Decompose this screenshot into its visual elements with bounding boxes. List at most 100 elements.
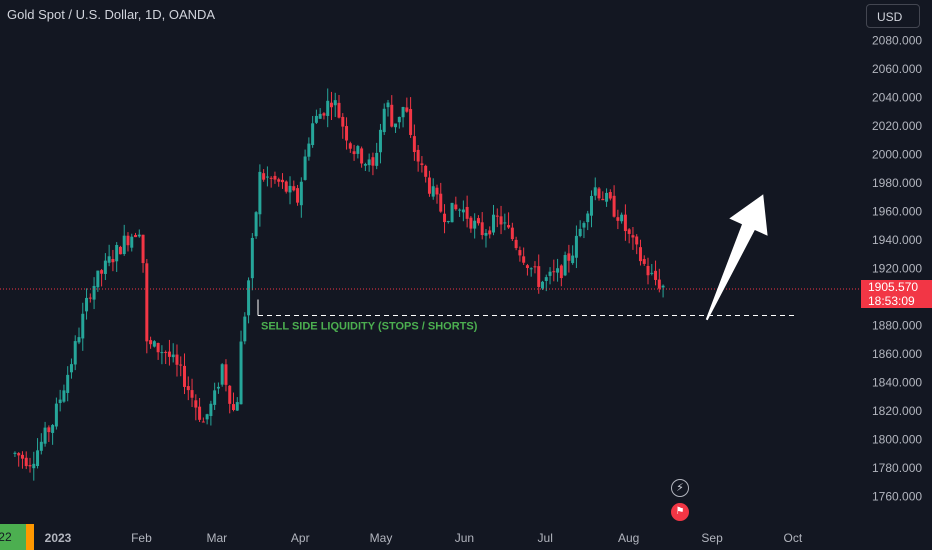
candle-body — [171, 354, 175, 358]
candle-body — [239, 341, 243, 405]
candle-body — [363, 164, 367, 166]
candle-body — [333, 100, 337, 106]
price-tick-label: 1860.000 — [872, 347, 922, 361]
candle-body — [412, 136, 416, 153]
time-tick-label: Mar — [206, 531, 227, 545]
candle-body — [450, 202, 454, 223]
candle-body — [32, 463, 36, 469]
candle-body — [43, 427, 47, 444]
candle-body — [514, 239, 518, 249]
candle-body — [612, 195, 616, 217]
price-axis[interactable]: 1760.000 1780.000 1800.000 1820.000 1840.000… — [872, 33, 922, 503]
candle-body — [556, 268, 560, 273]
candle-body — [194, 400, 198, 408]
candle-body — [654, 270, 658, 280]
candle-body — [318, 113, 322, 119]
candle-body — [277, 179, 281, 182]
candle-body — [190, 390, 194, 398]
candle-body — [661, 285, 665, 288]
candle-body — [47, 427, 51, 433]
price-tick-label: 1760.000 — [872, 490, 922, 504]
candle-body — [118, 246, 122, 255]
candle-body — [469, 217, 473, 229]
candle-body — [356, 146, 360, 154]
candle-body — [461, 209, 465, 213]
price-tick-label: 2080.000 — [872, 33, 922, 47]
candle-body — [220, 364, 224, 385]
candle-body — [597, 188, 601, 199]
candle-body — [548, 271, 552, 276]
candle-body — [186, 386, 190, 391]
candle-body — [582, 223, 586, 228]
candle-body — [231, 404, 235, 411]
candle-body — [544, 277, 548, 281]
candle-body — [435, 187, 439, 195]
candle-body — [198, 406, 202, 420]
candle-body — [265, 176, 269, 178]
candle-body — [499, 216, 503, 225]
candle-body — [394, 123, 398, 128]
candle-body — [605, 192, 609, 202]
candle-body — [314, 115, 318, 123]
candle-body — [134, 235, 138, 238]
last-price-badge: 1905.570 18:53:09 — [861, 280, 932, 308]
candle-body — [642, 259, 646, 264]
candle-body — [443, 213, 447, 223]
candle-body — [258, 171, 262, 215]
candle-body — [352, 151, 356, 155]
candle-body — [484, 232, 488, 236]
time-axis[interactable]: 2023 Feb Mar Apr May Jun Jul Aug Sep Oct — [45, 531, 803, 545]
time-tick-label: Apr — [291, 531, 310, 545]
price-tick-label: 1960.000 — [872, 204, 922, 218]
candle-body — [307, 143, 311, 157]
candle-body — [586, 213, 590, 223]
candle-body — [390, 104, 394, 127]
candle-body — [552, 271, 556, 273]
candle-body — [574, 235, 578, 258]
time-tick-label: Sep — [701, 531, 723, 545]
candle-body — [262, 173, 266, 180]
candle-body — [623, 214, 627, 232]
candle-body — [397, 116, 401, 123]
candle-body — [405, 107, 409, 112]
candle-body — [345, 126, 349, 141]
candle-body — [167, 351, 171, 357]
candle-body — [145, 263, 149, 342]
candle-body — [247, 280, 251, 316]
candle-body — [201, 421, 205, 423]
candle-body — [525, 265, 529, 268]
price-tick-label: 1940.000 — [872, 233, 922, 247]
candle-body — [386, 102, 390, 108]
candle-body — [480, 222, 484, 236]
candle-body — [420, 163, 424, 165]
candle-body — [495, 215, 499, 217]
candle-body — [348, 143, 352, 149]
candle-body — [292, 186, 296, 191]
projection-arrow[interactable] — [705, 194, 768, 321]
candle-body — [288, 185, 292, 193]
us-flag-icon[interactable]: ⚑ — [671, 503, 689, 521]
candle-body — [179, 364, 183, 366]
candle-body — [337, 102, 341, 118]
time-tick-label: Jul — [538, 531, 553, 545]
candle-body — [541, 281, 544, 289]
candle-body — [284, 181, 288, 192]
currency-button[interactable]: USD — [866, 4, 920, 28]
candle-body — [164, 351, 168, 353]
candle-body — [137, 234, 141, 237]
candle-body — [224, 364, 228, 385]
candle-body — [529, 268, 533, 270]
flash-icon[interactable]: ⚡︎ — [671, 479, 689, 497]
candle-body — [183, 365, 187, 387]
time-tick-label: 2023 — [45, 531, 72, 545]
candle-body — [378, 129, 382, 153]
price-tick-label: 2040.000 — [872, 90, 922, 104]
candle-body — [175, 354, 179, 365]
candle-body — [62, 390, 66, 402]
candle-body — [39, 441, 43, 451]
candle-body — [458, 209, 462, 211]
candle-body — [250, 237, 254, 279]
candle-body — [85, 297, 89, 312]
candle-body — [476, 218, 480, 224]
